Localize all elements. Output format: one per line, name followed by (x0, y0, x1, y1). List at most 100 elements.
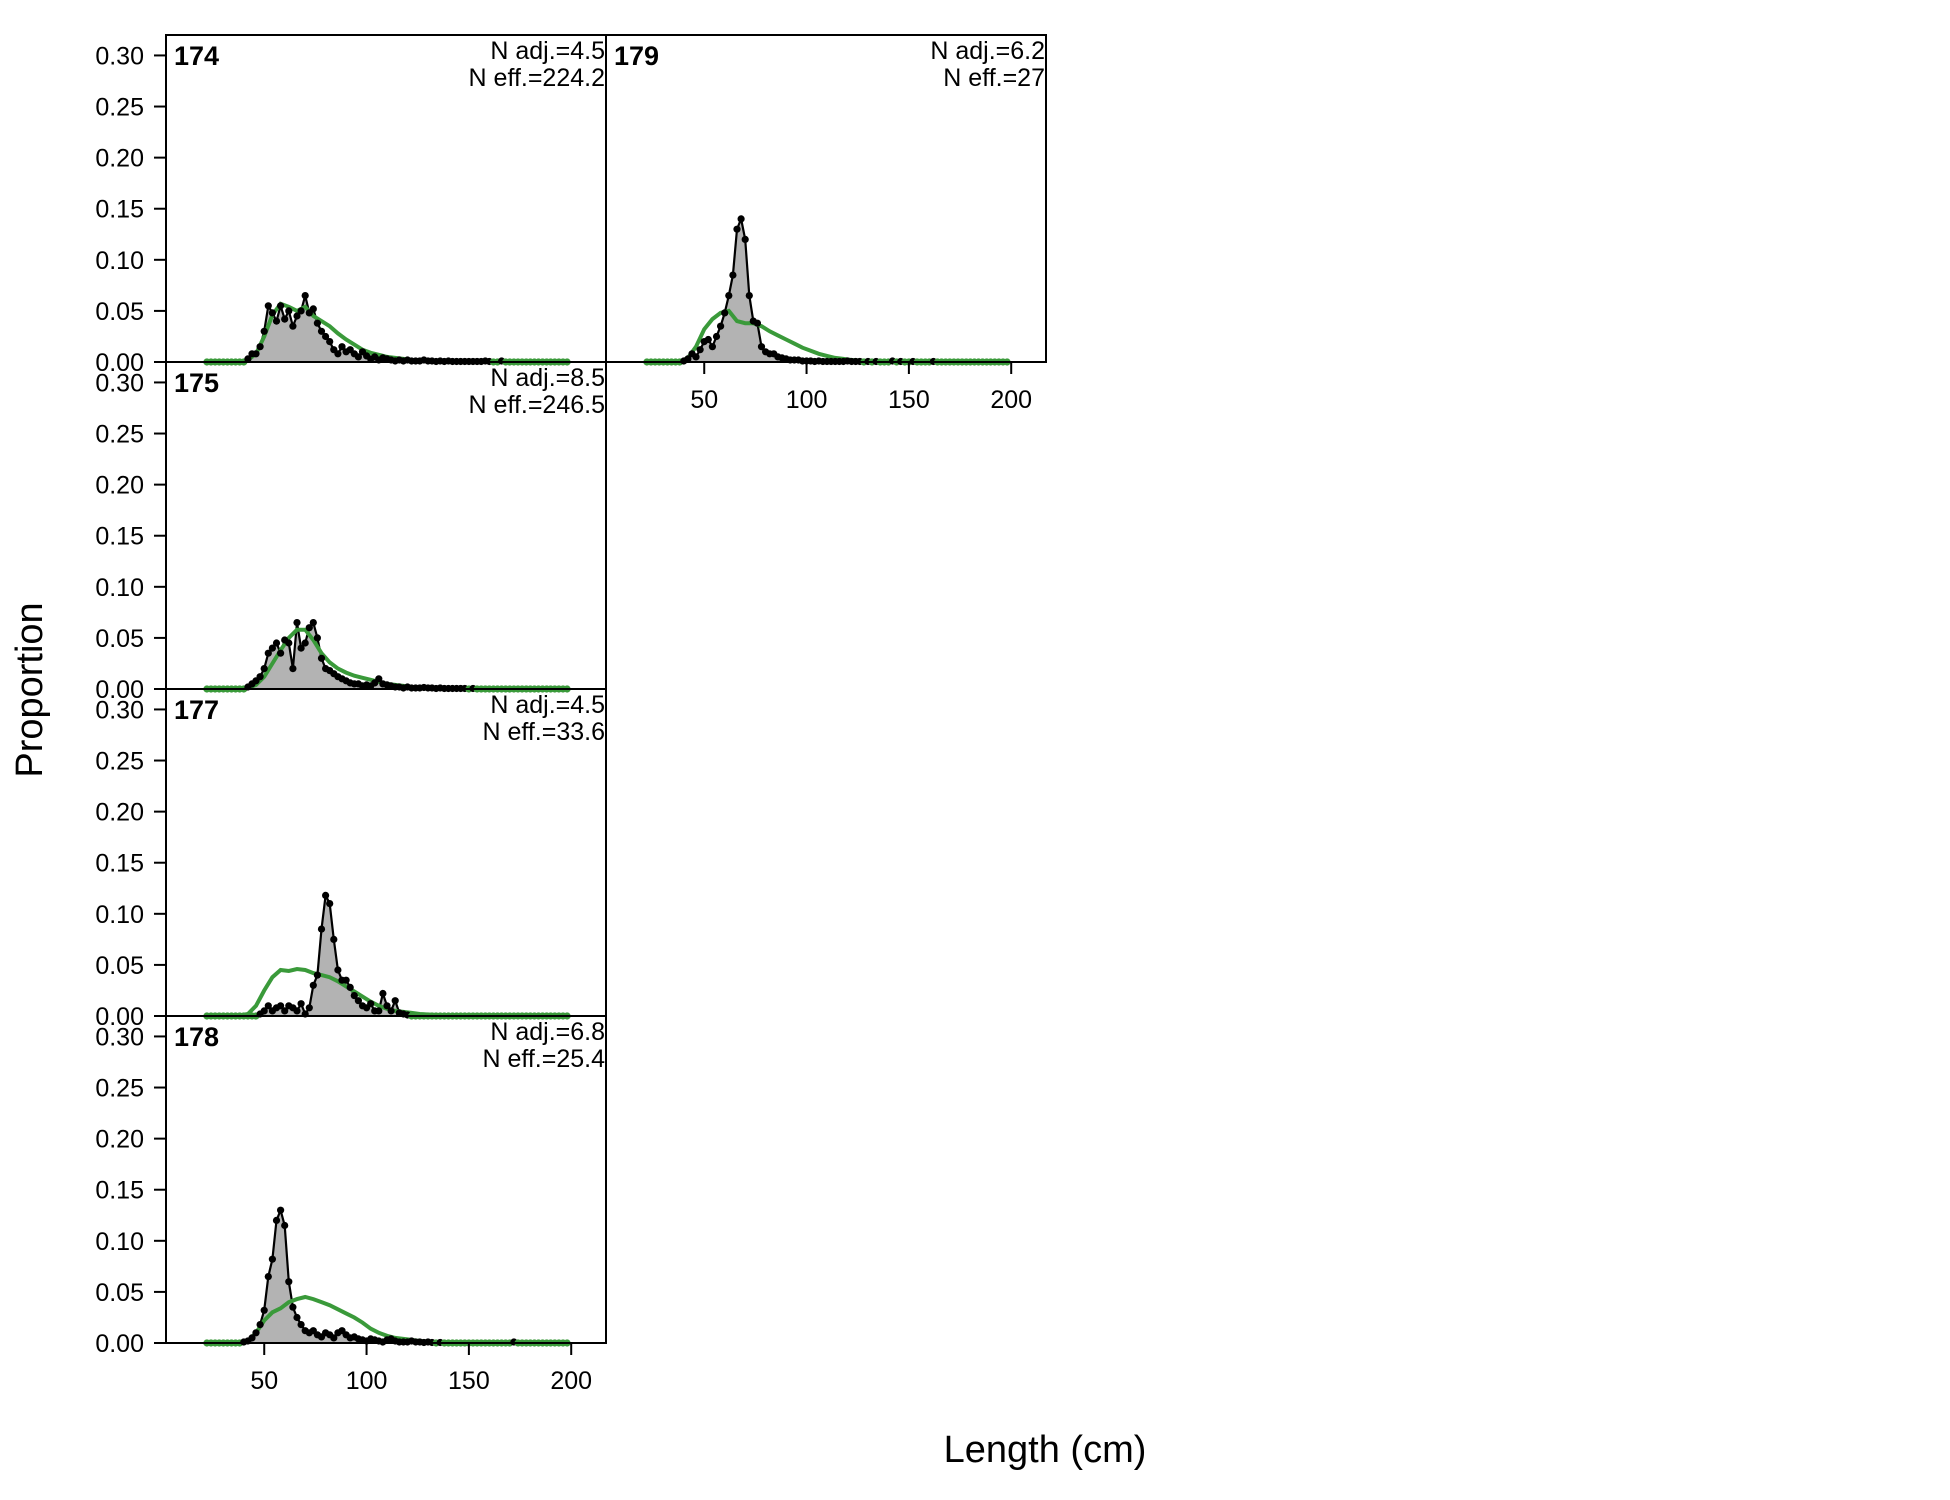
panel-frame (605, 34, 1047, 363)
observed-point (281, 1007, 289, 1015)
observed-point (317, 925, 326, 933)
observed-point (297, 1321, 305, 1329)
observed-area (206, 295, 568, 362)
y-tick-label: 0.00 (95, 1330, 144, 1358)
observed-point (375, 1007, 383, 1015)
y-tick-label: 0.25 (95, 748, 144, 776)
observed-point (301, 639, 309, 647)
panel-label: 177 (174, 695, 219, 725)
observed-point (733, 225, 741, 233)
panel-label: 179 (614, 41, 659, 71)
observed-point (272, 639, 281, 647)
y-tick-label: 0.30 (95, 1023, 144, 1051)
panel-annotation: N adj.=4.5 (490, 37, 605, 65)
observed-point (264, 1273, 272, 1281)
panel-label: 174 (174, 41, 219, 71)
observed-point (326, 338, 334, 346)
observed-point (248, 1334, 256, 1342)
observed-point (297, 307, 305, 315)
observed-point (334, 350, 342, 358)
observed-point (708, 343, 717, 351)
observed-point (725, 292, 733, 300)
observed-point (309, 305, 317, 313)
observed-point (293, 619, 301, 627)
observed-point (301, 292, 309, 300)
observed-point (330, 1334, 338, 1342)
observed-point (721, 309, 729, 317)
y-tick-label: 0.30 (95, 369, 144, 397)
panel-annotation: N eff.=27 (943, 64, 1045, 92)
y-tick-label: 0.10 (95, 1228, 144, 1256)
observed-point (256, 1321, 264, 1329)
panel-annotation: N adj.=6.8 (490, 1018, 605, 1046)
panel-label: 175 (174, 368, 219, 398)
observed-point (326, 900, 334, 908)
y-tick-label: 0.00 (95, 1003, 144, 1031)
observed-area (206, 1210, 568, 1343)
x-tick-label: 50 (690, 386, 718, 414)
observed-point (745, 292, 753, 300)
observed-point (260, 1306, 268, 1314)
observed-point (684, 355, 692, 363)
panel-174: 174 N adj.=4.5N eff.=224.2 0.00 0.05 0.10 0.1… (95, 34, 607, 377)
observed-point (264, 649, 272, 657)
observed-point (313, 634, 321, 642)
x-tick-label: 200 (990, 386, 1032, 414)
observed-point (753, 319, 762, 327)
y-tick-label: 0.05 (95, 952, 144, 980)
observed-point (379, 989, 387, 998)
panel-annotation: N eff.=25.4 (482, 1045, 605, 1073)
observed-point (346, 983, 354, 992)
observed-point (264, 1002, 272, 1010)
observed-point (737, 215, 745, 223)
observed-point (309, 981, 317, 989)
observed-point (342, 976, 350, 984)
y-tick-label: 0.30 (95, 696, 144, 724)
observed-point (272, 1216, 281, 1224)
y-tick-label: 0.20 (95, 799, 144, 827)
observed-point (313, 971, 321, 979)
panel-annotation: N eff.=33.6 (482, 718, 605, 746)
observed-point (717, 322, 725, 330)
y-tick-label: 0.25 (95, 421, 144, 449)
observed-point (289, 1303, 297, 1311)
observed-point (309, 619, 317, 627)
observed-point (256, 343, 264, 351)
observed-point (313, 319, 321, 327)
observed-point (305, 1004, 313, 1012)
observed-point (293, 1313, 301, 1322)
observed-point (317, 654, 326, 662)
observed-point (285, 639, 293, 647)
y-tick-label: 0.10 (95, 574, 144, 602)
panel-annotation: N eff.=246.5 (469, 391, 605, 419)
y-tick-label: 0.15 (95, 196, 144, 224)
observed-point (281, 1221, 289, 1230)
observed-point (305, 624, 313, 632)
observed-point (293, 312, 301, 320)
y-tick-label: 0.30 (95, 42, 144, 70)
observed-point (260, 665, 268, 673)
x-axis-title: Length (cm) (944, 1429, 1147, 1471)
panel-annotation: N eff.=224.2 (469, 64, 605, 92)
y-axis-title: Proportion (9, 602, 51, 777)
y-tick-label: 0.05 (95, 1279, 144, 1307)
observed-point (285, 307, 293, 315)
observed-point (252, 350, 260, 358)
panel-label: 178 (174, 1022, 219, 1052)
observed-point (285, 1278, 293, 1286)
y-tick-label: 0.05 (95, 625, 144, 653)
observed-point (264, 302, 272, 310)
panel-177: 177 N adj.=4.5N eff.=33.6 0.00 0.05 0.10 0.15… (95, 688, 607, 1031)
observed-point (729, 271, 737, 279)
y-tick-label: 0.10 (95, 901, 144, 929)
observed-point (330, 935, 338, 944)
x-tick-label: 100 (346, 1367, 388, 1395)
observed-point (277, 649, 285, 657)
observed-point (704, 335, 712, 344)
panel-annotation: N adj.=6.2 (930, 37, 1045, 65)
x-tick-label: 150 (888, 386, 930, 414)
observed-point (268, 644, 276, 652)
x-tick-label: 50 (250, 1367, 278, 1395)
observed-point (757, 343, 766, 351)
